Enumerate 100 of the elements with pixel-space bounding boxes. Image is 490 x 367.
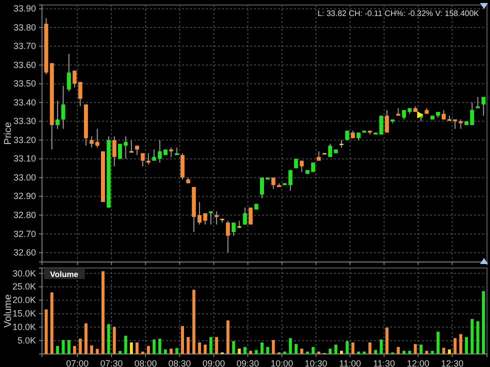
candlestick	[180, 152, 184, 180]
x-tick-label: 09:00	[202, 358, 225, 367]
x-tick-label: 12:30	[440, 358, 464, 367]
bar	[101, 271, 104, 354]
bar	[112, 326, 116, 354]
y-tick-label: 20.0K	[12, 295, 36, 306]
bar	[175, 348, 178, 354]
bar	[90, 345, 94, 354]
bar	[238, 348, 241, 354]
bar	[124, 336, 128, 354]
y-tick-label: 32.90	[13, 191, 36, 202]
candlestick	[66, 53, 71, 92]
x-tick-label: 07:30	[100, 358, 123, 367]
bar	[44, 309, 48, 354]
bar	[312, 347, 315, 354]
bar	[215, 337, 218, 354]
bar	[425, 350, 428, 354]
candlestick	[214, 210, 219, 225]
bar	[73, 346, 76, 354]
candlestick	[242, 207, 247, 225]
candlestick	[56, 100, 60, 130]
candlestick	[95, 128, 100, 148]
bar	[192, 290, 196, 354]
candlestick	[135, 145, 140, 156]
x-tick-label: 07:00	[66, 358, 89, 367]
candlestick	[384, 110, 389, 134]
bar	[272, 340, 275, 354]
bar	[470, 319, 474, 354]
bar	[158, 338, 162, 354]
bar	[96, 348, 99, 354]
bar	[198, 342, 202, 354]
candlestick	[328, 143, 332, 158]
bar	[482, 291, 485, 354]
bar	[436, 332, 440, 354]
bar	[118, 351, 122, 354]
bar	[408, 350, 412, 354]
x-tick-label: 12:00	[406, 358, 430, 367]
bar	[136, 342, 139, 354]
bar	[67, 340, 70, 354]
bar	[107, 324, 110, 354]
bar	[146, 346, 150, 354]
bar	[414, 344, 417, 354]
candlestick	[146, 152, 150, 165]
bar	[260, 342, 264, 354]
bar	[374, 350, 378, 354]
y-tick-label: 33.10	[13, 154, 36, 164]
x-tick-label: 11:00	[339, 358, 361, 367]
bar	[396, 347, 400, 354]
bar	[368, 342, 372, 354]
bar	[50, 292, 54, 354]
chart-title: Volume	[50, 270, 79, 279]
bar	[385, 328, 388, 354]
bar	[454, 338, 457, 354]
bar	[181, 326, 184, 354]
bar	[402, 350, 406, 354]
bar	[346, 341, 349, 354]
bar	[448, 349, 451, 354]
y-tick-label: 32.70	[13, 228, 36, 239]
y-tick-label: 33.80	[13, 22, 36, 32]
annotation: L: 33.82 CH: -0.11 CH%: -0.32% V: 158.400K	[318, 9, 480, 18]
bar	[243, 347, 246, 354]
bar	[186, 337, 190, 354]
candlestick	[248, 207, 253, 225]
bar	[380, 339, 383, 354]
bar	[164, 349, 167, 354]
y-tick-label: 15.0K	[12, 308, 36, 319]
bar	[232, 341, 236, 354]
bar	[476, 321, 480, 354]
bar	[351, 342, 354, 354]
candlestick	[226, 220, 230, 254]
candlestick	[442, 110, 446, 120]
y-tick-label: 10.0K	[12, 322, 36, 332]
y-tick-label: 33.60	[13, 60, 36, 70]
x-tick-label: 10:00	[270, 358, 294, 367]
candlestick	[61, 85, 66, 130]
candlestick	[271, 177, 276, 190]
x-tick-label: 09:30	[236, 358, 260, 367]
bar	[78, 338, 82, 354]
candlestick	[288, 170, 292, 192]
bar	[170, 348, 173, 354]
y-tick-label: 33.90	[13, 4, 36, 14]
candlestick	[78, 81, 82, 107]
bar	[459, 334, 462, 354]
candlestick	[481, 96, 486, 116]
candlestick	[169, 147, 174, 158]
x-tick-label: 08:00	[134, 358, 157, 367]
bar	[328, 348, 332, 354]
bar	[152, 339, 156, 354]
candlestick	[112, 136, 116, 167]
bar	[288, 338, 292, 354]
y-tick-label: 33.70	[13, 41, 36, 52]
bar	[56, 346, 60, 354]
y-tick-label: 33.40	[13, 97, 36, 108]
bar	[62, 340, 65, 354]
candlestick	[300, 160, 304, 172]
x-tick-label: 10:30	[304, 358, 328, 367]
y-tick-label: 33.30	[13, 116, 36, 126]
y-tick-label: 33.50	[13, 78, 36, 89]
bar	[300, 348, 304, 354]
y-axis-title: Price	[3, 122, 14, 145]
